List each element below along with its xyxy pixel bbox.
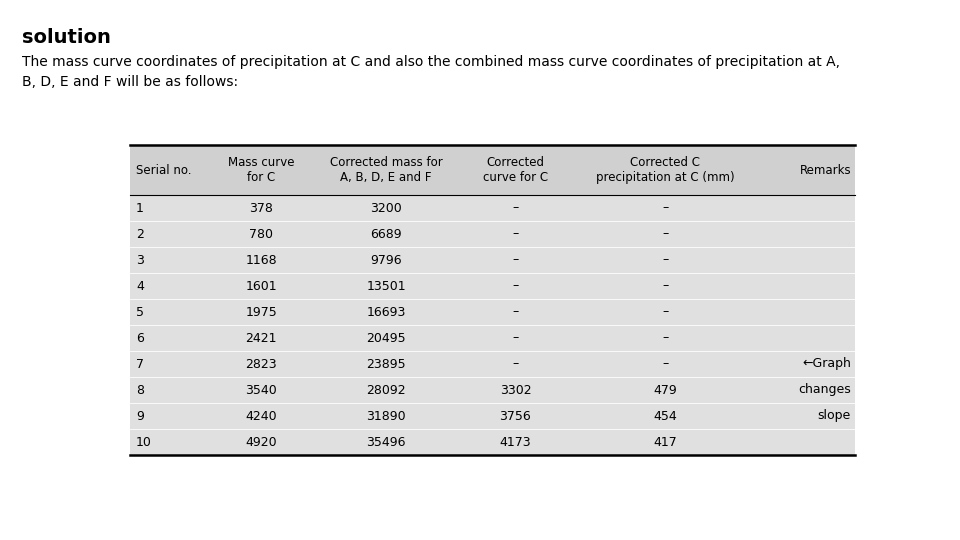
Text: 3200: 3200 xyxy=(371,201,402,214)
Text: –: – xyxy=(513,357,518,370)
Bar xyxy=(130,195,855,455)
Text: 4: 4 xyxy=(136,280,144,293)
Text: 454: 454 xyxy=(654,409,678,422)
Text: –: – xyxy=(513,253,518,267)
Text: 4240: 4240 xyxy=(246,409,277,422)
Text: 4920: 4920 xyxy=(246,435,277,449)
Text: 4173: 4173 xyxy=(499,435,531,449)
Text: 35496: 35496 xyxy=(367,435,406,449)
Text: –: – xyxy=(513,201,518,214)
Text: –: – xyxy=(513,280,518,293)
Text: 479: 479 xyxy=(654,383,678,396)
Text: 9: 9 xyxy=(136,409,144,422)
Text: –: – xyxy=(662,280,668,293)
Text: 1168: 1168 xyxy=(246,253,277,267)
Text: 6689: 6689 xyxy=(371,227,402,240)
Text: –: – xyxy=(662,227,668,240)
Text: 16693: 16693 xyxy=(367,306,406,319)
Text: Corrected
curve for C: Corrected curve for C xyxy=(483,156,548,184)
Text: The mass curve coordinates of precipitation at C and also the combined mass curv: The mass curve coordinates of precipitat… xyxy=(22,55,840,89)
Text: –: – xyxy=(513,332,518,345)
Text: –: – xyxy=(513,306,518,319)
Text: slope: slope xyxy=(818,409,851,422)
Text: 417: 417 xyxy=(654,435,678,449)
Text: –: – xyxy=(662,306,668,319)
Text: 3: 3 xyxy=(136,253,144,267)
Text: 3540: 3540 xyxy=(246,383,277,396)
Text: solution: solution xyxy=(22,28,110,47)
Text: 5: 5 xyxy=(136,306,144,319)
Text: Corrected mass for
A, B, D, E and F: Corrected mass for A, B, D, E and F xyxy=(330,156,443,184)
Text: –: – xyxy=(662,357,668,370)
Text: 378: 378 xyxy=(250,201,274,214)
Text: ←Graph: ←Graph xyxy=(803,357,851,370)
Text: 20495: 20495 xyxy=(367,332,406,345)
Text: 6: 6 xyxy=(136,332,144,345)
Text: Mass curve
for C: Mass curve for C xyxy=(228,156,295,184)
Text: 2421: 2421 xyxy=(246,332,277,345)
Text: 9796: 9796 xyxy=(371,253,402,267)
Text: 3302: 3302 xyxy=(499,383,531,396)
Text: 1601: 1601 xyxy=(246,280,277,293)
Text: 10: 10 xyxy=(136,435,152,449)
Bar xyxy=(130,145,855,195)
Text: 7: 7 xyxy=(136,357,144,370)
Text: –: – xyxy=(662,253,668,267)
Text: 13501: 13501 xyxy=(367,280,406,293)
Text: 2: 2 xyxy=(136,227,144,240)
Text: 3756: 3756 xyxy=(499,409,531,422)
Text: Corrected C
precipitation at C (mm): Corrected C precipitation at C (mm) xyxy=(596,156,734,184)
Text: 2823: 2823 xyxy=(246,357,277,370)
Text: 1: 1 xyxy=(136,201,144,214)
Text: 780: 780 xyxy=(250,227,274,240)
Text: Serial no.: Serial no. xyxy=(136,164,191,177)
Text: Remarks: Remarks xyxy=(800,164,851,177)
Text: 23895: 23895 xyxy=(367,357,406,370)
Text: 28092: 28092 xyxy=(367,383,406,396)
Text: –: – xyxy=(662,332,668,345)
Text: 31890: 31890 xyxy=(367,409,406,422)
Text: –: – xyxy=(662,201,668,214)
Text: –: – xyxy=(513,227,518,240)
Text: 8: 8 xyxy=(136,383,144,396)
Text: changes: changes xyxy=(799,383,851,396)
Text: 1975: 1975 xyxy=(246,306,277,319)
